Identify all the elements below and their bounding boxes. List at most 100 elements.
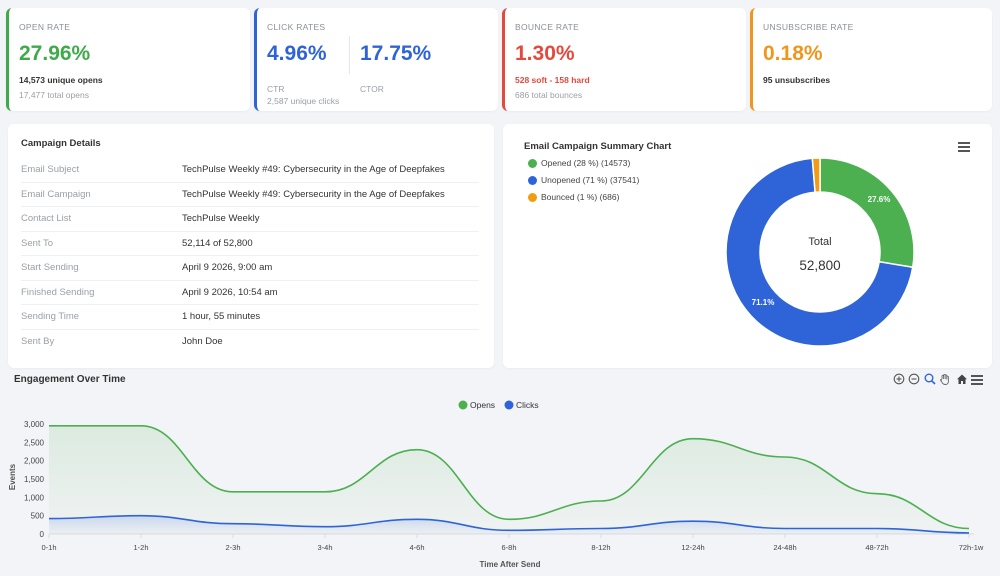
details-value: April 9 2026, 10:54 am: [182, 286, 278, 298]
details-key: Sent By: [21, 336, 55, 348]
summary-chart-card: Email Campaign Summary Chart Opened (28 …: [503, 124, 992, 368]
click-rates-card: CLICK RATES 4.96% 17.75% CTR CTOR 2,587 …: [254, 8, 498, 111]
x-tick-label: 6-8h: [501, 543, 516, 552]
x-tick-label: 2-3h: [225, 543, 240, 552]
legend-opened[interactable]: Opened (28 %) (14573): [528, 158, 630, 168]
legend-clicks-label[interactable]: Clicks: [516, 400, 539, 410]
slice-unopened[interactable]: [725, 157, 914, 347]
opens-area: [49, 425, 969, 534]
open-rate-value: 27.96%: [19, 42, 91, 65]
y-tick-label: 1,000: [24, 493, 45, 502]
details-key: Email Campaign: [21, 188, 91, 200]
clicks-line[interactable]: [48, 514, 970, 534]
x-tick-label: 0-1h: [41, 543, 56, 552]
zoom-out-icon[interactable]: [908, 373, 920, 385]
x-tick-label: 4-6h: [409, 543, 424, 552]
unsubscribes-count: 95 unsubscribes: [763, 75, 831, 85]
details-key: Sending Time: [21, 311, 80, 323]
legend-clicks-dot[interactable]: [504, 400, 514, 410]
unsubscribe-rate-label: UNSUBSCRIBE RATE: [763, 22, 854, 32]
details-value: TechPulse Weekly #49: Cybersecurity in t…: [182, 188, 445, 200]
bounce-breakdown: 528 soft - 158 hard: [515, 75, 590, 85]
details-key: Start Sending: [21, 262, 79, 274]
x-tick-label: 12-24h: [681, 543, 704, 552]
zoom-in-icon[interactable]: [893, 373, 905, 385]
donut-center-label: Total: [808, 236, 831, 248]
legend-unopened[interactable]: Unopened (71 %) (37541): [528, 175, 639, 185]
open-rate-card: OPEN RATE 27.96% 14,573 unique opens 17,…: [6, 8, 250, 111]
ctr-value: 4.96%: [267, 42, 327, 65]
details-key: Finished Sending: [21, 286, 95, 298]
y-tick-label: 0: [40, 530, 45, 539]
click-rates-label: CLICK RATES: [267, 22, 326, 32]
legend-dot: [528, 175, 537, 185]
engagement-chart: Opens Clicks Events Time After Send 0 500…: [8, 400, 984, 569]
summary-chart-title: Email Campaign Summary Chart: [524, 141, 672, 152]
ctor-value: 17.75%: [360, 42, 432, 65]
ctr-label: CTR: [267, 84, 285, 94]
campaign-details-title: Campaign Details: [21, 138, 101, 149]
details-row: Finished Sending April 9 2026, 10:54 am: [21, 281, 479, 305]
bounce-rate-label: BOUNCE RATE: [515, 22, 580, 32]
total-bounces: 686 total bounces: [515, 90, 583, 100]
details-value: 52,114 of 52,800: [182, 237, 253, 249]
details-key: Contact List: [21, 213, 72, 225]
unique-clicks: 2,587 unique clicks: [267, 96, 340, 106]
donut-center-value: 52,800: [799, 258, 840, 273]
y-tick-label: 2,500: [24, 438, 45, 447]
chart-menu-icon[interactable]: [958, 142, 970, 152]
details-key: Sent To: [21, 237, 54, 249]
details-key: Email Subject: [21, 164, 80, 176]
total-opens: 17,477 total opens: [19, 90, 89, 100]
y-axis-title: Events: [8, 463, 17, 490]
details-row: Sent To 52,114 of 52,800: [21, 232, 479, 256]
ctor-label: CTOR: [360, 84, 384, 94]
y-tick-label: 3,000: [24, 420, 45, 429]
unsubscribe-rate-card: UNSUBSCRIBE RATE 0.18% 95 unsubscribes: [750, 8, 992, 111]
details-table: Email Subject TechPulse Weekly #49: Cyber…: [21, 158, 481, 354]
details-row: Sent By John Doe: [21, 330, 479, 355]
donut-chart: Total 52,800 27.6% 71.1%: [725, 157, 915, 347]
x-tick-label: 48-72h: [865, 543, 888, 552]
legend-bounced-label: Bounced (1 %) (686): [541, 192, 620, 202]
slice-opened[interactable]: [819, 157, 915, 269]
pan-hand-icon[interactable]: [939, 373, 951, 385]
x-tick-label: 24-48h: [773, 543, 796, 552]
reset-home-icon[interactable]: [956, 373, 968, 385]
engagement-title: Engagement Over Time: [14, 374, 126, 385]
clicks-area: [49, 515, 969, 534]
y-tick-label: 1,500: [24, 475, 45, 484]
slice-bounced[interactable]: [811, 157, 821, 194]
unique-opens: 14,573 unique opens: [19, 75, 103, 85]
details-value: TechPulse Weekly #49: Cybersecurity in t…: [182, 164, 445, 176]
campaign-details-card: Campaign Details Email Subject TechPulse …: [8, 124, 494, 368]
legend-opens-dot[interactable]: [458, 400, 468, 410]
slice-label-unopened: 71.1%: [752, 298, 775, 307]
details-value: 1 hour, 55 minutes: [182, 311, 261, 323]
details-row: Sending Time 1 hour, 55 minutes: [21, 305, 479, 330]
zoom-select-icon[interactable]: [924, 373, 936, 385]
x-axis-title: Time After Send: [480, 560, 541, 569]
legend-opens-label[interactable]: Opens: [470, 400, 495, 410]
engagement-menu-icon[interactable]: [971, 375, 983, 387]
unsubscribe-rate-value: 0.18%: [763, 42, 823, 65]
x-tick-label: 1-2h: [133, 543, 148, 552]
legend-dot: [528, 192, 537, 202]
open-rate-label: OPEN RATE: [19, 22, 71, 32]
details-value: John Doe: [182, 336, 223, 348]
menu-lines: [971, 375, 983, 385]
details-row: Start Sending April 9 2026, 9:00 am: [21, 256, 479, 281]
y-tick-label: 2,000: [24, 457, 45, 466]
details-row: Email Campaign TechPulse Weekly #49: Cybe…: [21, 183, 479, 207]
details-row: Contact List TechPulse Weekly: [21, 207, 479, 232]
legend-unopened-label: Unopened (71 %) (37541): [541, 175, 640, 185]
x-tick-label: 8-12h: [591, 543, 610, 552]
legend-bounced[interactable]: Bounced (1 %) (686): [528, 192, 619, 202]
opens-line[interactable]: [48, 425, 970, 530]
ctr-divider: [349, 36, 350, 74]
details-value: April 9 2026, 9:00 am: [182, 262, 273, 274]
details-value: TechPulse Weekly: [182, 213, 260, 225]
bounce-rate-card: BOUNCE RATE 1.30% 528 soft - 158 hard 68…: [502, 8, 746, 111]
slice-label-opened: 27.6%: [868, 195, 891, 204]
bounce-rate-value: 1.30%: [515, 42, 575, 65]
